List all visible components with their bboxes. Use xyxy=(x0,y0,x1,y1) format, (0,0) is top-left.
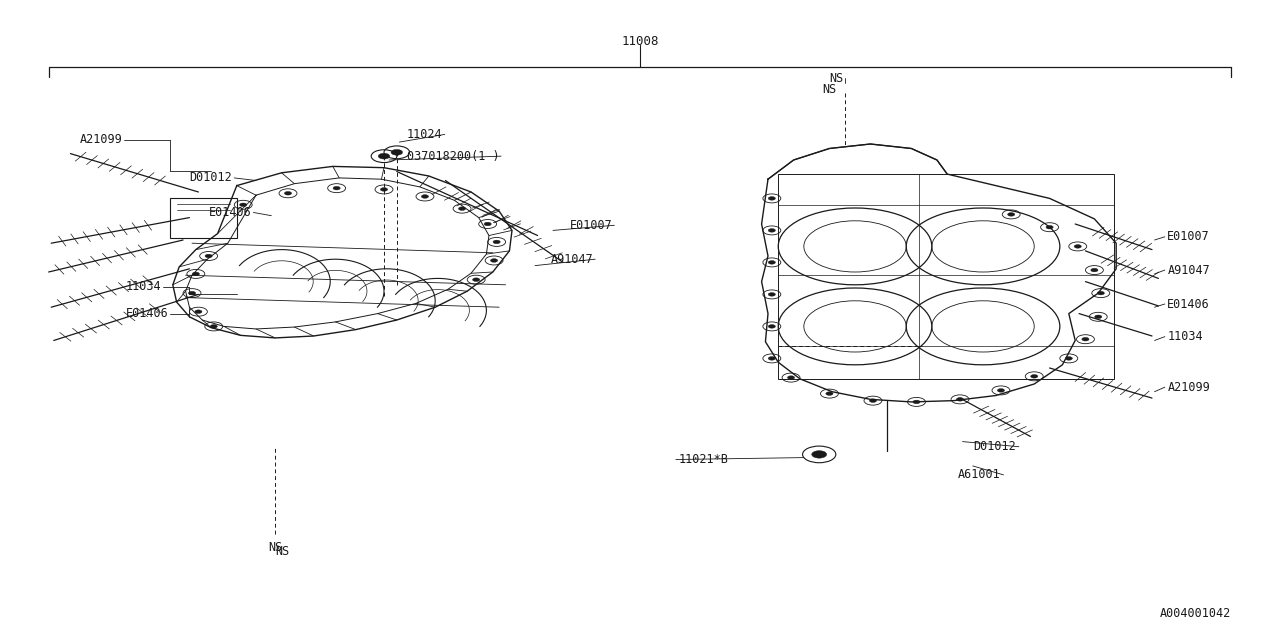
Bar xyxy=(778,174,1114,379)
Text: 11021*B: 11021*B xyxy=(678,453,728,466)
Text: E01406: E01406 xyxy=(1167,298,1210,310)
Circle shape xyxy=(826,392,833,396)
Text: 11034: 11034 xyxy=(1167,330,1203,343)
Circle shape xyxy=(1030,374,1038,378)
Circle shape xyxy=(997,388,1005,392)
Text: NS: NS xyxy=(822,83,837,96)
Circle shape xyxy=(787,376,795,380)
Text: A91047: A91047 xyxy=(550,253,593,266)
Circle shape xyxy=(188,291,196,295)
Text: NS: NS xyxy=(829,72,844,84)
Circle shape xyxy=(768,196,776,200)
Circle shape xyxy=(768,228,776,232)
Circle shape xyxy=(333,186,340,190)
Circle shape xyxy=(768,324,776,328)
Circle shape xyxy=(490,259,498,262)
Circle shape xyxy=(768,260,776,264)
Text: 11024: 11024 xyxy=(407,128,443,141)
Text: 11034: 11034 xyxy=(125,280,161,293)
Circle shape xyxy=(869,399,877,403)
Circle shape xyxy=(239,203,247,207)
Circle shape xyxy=(493,240,500,244)
Text: E01406: E01406 xyxy=(209,206,251,219)
Circle shape xyxy=(956,397,964,401)
Text: E01007: E01007 xyxy=(1167,230,1210,243)
Text: 037018200(1 ): 037018200(1 ) xyxy=(407,150,499,163)
Text: A21099: A21099 xyxy=(1167,381,1210,394)
Circle shape xyxy=(1091,268,1098,272)
Circle shape xyxy=(380,188,388,191)
Circle shape xyxy=(210,324,218,328)
Bar xyxy=(170,198,237,238)
Text: E01007: E01007 xyxy=(570,219,612,232)
Circle shape xyxy=(484,222,492,226)
Circle shape xyxy=(392,149,402,155)
Circle shape xyxy=(1065,356,1073,360)
Text: NS: NS xyxy=(275,545,289,558)
Circle shape xyxy=(768,292,776,296)
Circle shape xyxy=(472,278,480,282)
Text: A61001: A61001 xyxy=(957,468,1000,481)
Text: E01406: E01406 xyxy=(125,307,168,320)
Circle shape xyxy=(1074,244,1082,248)
Circle shape xyxy=(768,356,776,360)
Circle shape xyxy=(1046,225,1053,229)
Circle shape xyxy=(284,191,292,195)
Circle shape xyxy=(192,272,200,276)
Circle shape xyxy=(1082,337,1089,341)
Text: A91047: A91047 xyxy=(1167,264,1210,276)
Text: NS: NS xyxy=(268,541,283,554)
Circle shape xyxy=(913,400,920,404)
Text: 11008: 11008 xyxy=(621,35,659,48)
Text: D01012: D01012 xyxy=(973,440,1015,453)
Text: A004001042: A004001042 xyxy=(1160,607,1231,620)
Text: D01012: D01012 xyxy=(189,172,232,184)
Circle shape xyxy=(1097,291,1105,295)
Circle shape xyxy=(421,195,429,198)
Circle shape xyxy=(812,451,827,458)
Circle shape xyxy=(379,153,389,159)
Circle shape xyxy=(205,254,212,258)
Circle shape xyxy=(195,310,202,314)
Text: A21099: A21099 xyxy=(79,133,122,146)
Circle shape xyxy=(1094,315,1102,319)
Circle shape xyxy=(1007,212,1015,216)
Circle shape xyxy=(458,207,466,211)
